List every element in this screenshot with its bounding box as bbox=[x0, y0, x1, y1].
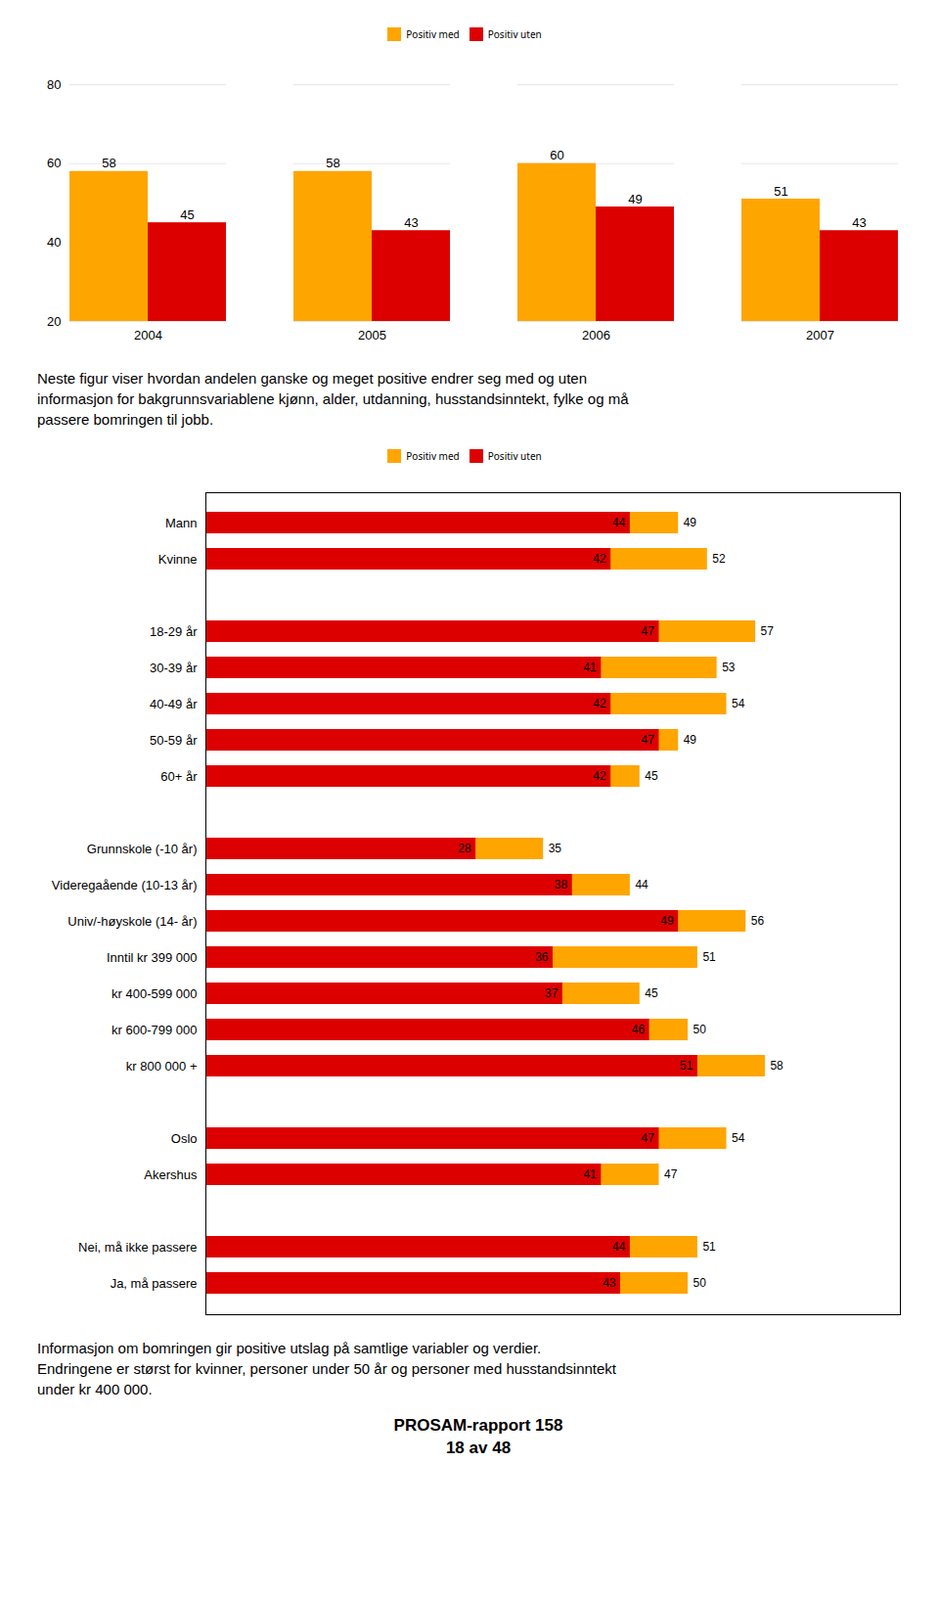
html-text:Neste figur viser hvordan ande: Neste figur viser hvordan andelen ganske… bbox=[37, 369, 629, 428]
svg-text:47: 47 bbox=[641, 1130, 656, 1145]
html-text:Positiv uten: Positiv uten bbox=[487, 26, 542, 41]
svg-text:49: 49 bbox=[683, 732, 698, 747]
svg-text:58: 58 bbox=[325, 155, 340, 171]
svg-text:30-39 år: 30-39 år bbox=[149, 660, 198, 675]
svg-text:Mann: Mann bbox=[165, 515, 198, 531]
svg-text:kr 800 000 +: kr 800 000 + bbox=[126, 1058, 198, 1074]
svg-text:50-59 år: 50-59 år bbox=[149, 732, 198, 748]
svg-text:44: 44 bbox=[612, 515, 626, 530]
svg-text:40: 40 bbox=[46, 234, 61, 250]
svg-text:38: 38 bbox=[554, 877, 569, 892]
svg-text:80: 80 bbox=[46, 77, 61, 92]
svg-text:Videregaående (10-13 år): Videregaående (10-13 år) bbox=[51, 877, 198, 893]
svg-text:18-29 år: 18-29 år bbox=[149, 624, 198, 639]
svg-text:Kvinne: Kvinne bbox=[158, 551, 198, 567]
svg-text:2006: 2006 bbox=[581, 327, 611, 343]
svg-text:58: 58 bbox=[769, 1058, 784, 1073]
svg-text:Inntil kr 399 000: Inntil kr 399 000 bbox=[106, 949, 198, 965]
html-text:Positiv med: Positiv med bbox=[406, 448, 460, 463]
svg-text:50: 50 bbox=[693, 1022, 708, 1036]
svg-text:54: 54 bbox=[731, 696, 746, 711]
svg-text:43: 43 bbox=[602, 1275, 617, 1290]
html-text:Positiv med: Positiv med bbox=[406, 26, 460, 41]
svg-text:56: 56 bbox=[751, 913, 765, 928]
svg-text:35: 35 bbox=[548, 841, 563, 855]
svg-text:2005: 2005 bbox=[357, 327, 387, 343]
svg-text:Akershus: Akershus bbox=[143, 1166, 198, 1182]
html-text:Informasjon om bomringen gir p: Informasjon om bomringen gir positive ut… bbox=[37, 1339, 617, 1397]
svg-text:41: 41 bbox=[582, 1166, 597, 1181]
svg-text:28: 28 bbox=[457, 841, 472, 855]
svg-text:44: 44 bbox=[612, 1239, 626, 1253]
html-text:PROSAM-rapport 158 18 av 48: PROSAM-rapport 158 18 av 48 bbox=[393, 1415, 563, 1457]
svg-text:51: 51 bbox=[679, 1058, 694, 1073]
svg-text:51: 51 bbox=[773, 183, 788, 199]
svg-text:45: 45 bbox=[179, 207, 194, 223]
svg-text:49: 49 bbox=[683, 515, 698, 530]
svg-text:46: 46 bbox=[631, 1022, 646, 1036]
svg-text:51: 51 bbox=[702, 1239, 716, 1253]
svg-text:58: 58 bbox=[101, 155, 116, 171]
svg-text:43: 43 bbox=[403, 215, 418, 230]
svg-text:49: 49 bbox=[627, 191, 642, 207]
svg-text:57: 57 bbox=[760, 624, 775, 638]
svg-text:60+ år: 60+ år bbox=[160, 768, 198, 784]
svg-text:42: 42 bbox=[592, 551, 607, 566]
svg-text:37: 37 bbox=[544, 985, 559, 1000]
svg-text:49: 49 bbox=[660, 913, 674, 928]
svg-text:54: 54 bbox=[731, 1130, 746, 1145]
svg-text:40-49 år: 40-49 år bbox=[149, 696, 198, 712]
svg-text:52: 52 bbox=[712, 551, 726, 566]
svg-text:Oslo: Oslo bbox=[171, 1130, 198, 1146]
svg-text:Univ/-høyskole (14- år): Univ/-høyskole (14- år) bbox=[67, 913, 197, 929]
svg-text:50: 50 bbox=[693, 1275, 708, 1290]
svg-text:42: 42 bbox=[592, 696, 607, 711]
html-text:Positiv uten: Positiv uten bbox=[487, 448, 542, 463]
svg-text:kr 600-799 000: kr 600-799 000 bbox=[111, 1022, 197, 1037]
svg-text:20: 20 bbox=[46, 313, 61, 329]
svg-text:47: 47 bbox=[641, 624, 656, 638]
svg-text:47: 47 bbox=[664, 1166, 678, 1181]
svg-text:43: 43 bbox=[851, 215, 866, 230]
svg-text:45: 45 bbox=[644, 768, 659, 783]
svg-text:41: 41 bbox=[582, 660, 597, 674]
svg-text:60: 60 bbox=[46, 155, 61, 171]
svg-text:Grunnskole (-10 år): Grunnskole (-10 år) bbox=[87, 841, 198, 856]
svg-text:45: 45 bbox=[644, 985, 659, 1000]
svg-text:2007: 2007 bbox=[805, 327, 835, 343]
svg-text:42: 42 bbox=[592, 768, 607, 783]
svg-text:60: 60 bbox=[549, 147, 564, 163]
svg-text:Ja, må passere: Ja, må passere bbox=[110, 1275, 198, 1291]
svg-text:47: 47 bbox=[641, 732, 656, 747]
svg-text:kr 400-599 000: kr 400-599 000 bbox=[111, 985, 197, 1001]
svg-text:Nei, må ikke passere: Nei, må ikke passere bbox=[78, 1239, 197, 1254]
svg-text:36: 36 bbox=[535, 949, 549, 964]
svg-text:53: 53 bbox=[721, 660, 736, 674]
svg-text:44: 44 bbox=[634, 877, 649, 892]
svg-text:51: 51 bbox=[702, 949, 716, 964]
svg-text:2004: 2004 bbox=[134, 327, 163, 343]
